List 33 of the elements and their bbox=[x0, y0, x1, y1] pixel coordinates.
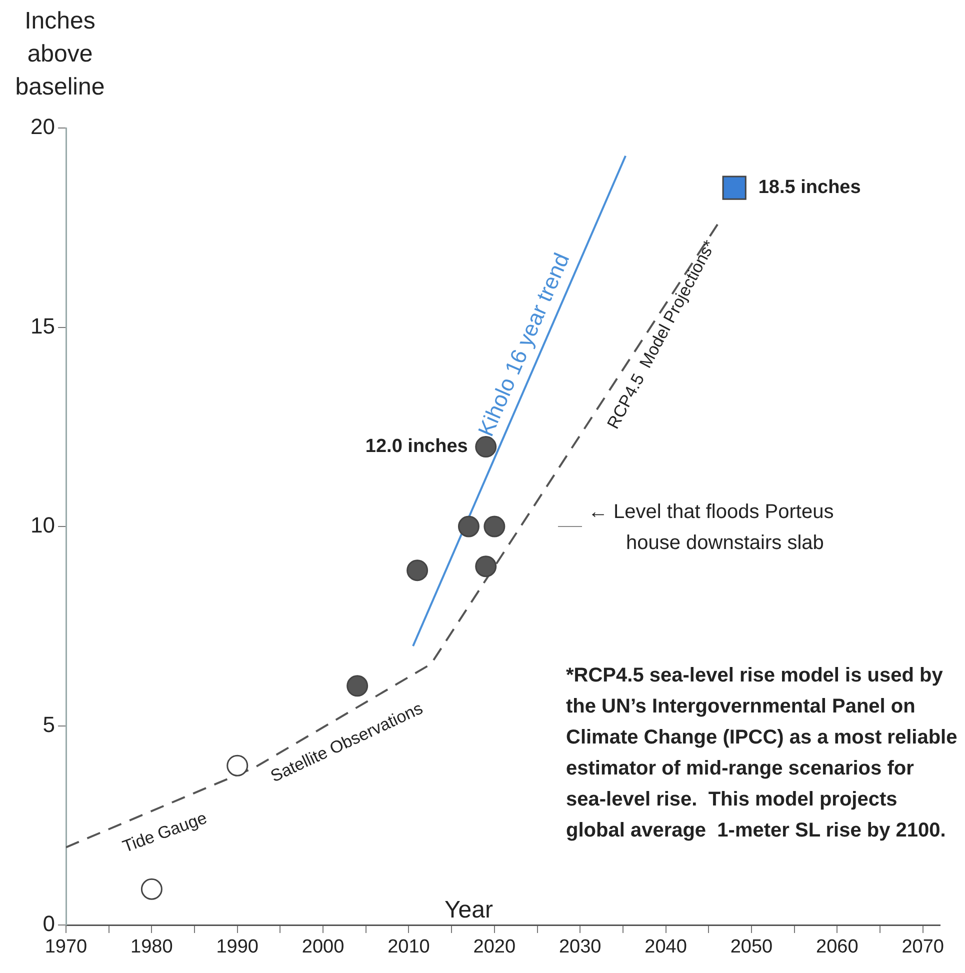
x-tick-label: 2040 bbox=[644, 936, 687, 958]
data-label: 18.5 inches bbox=[758, 177, 861, 198]
point bbox=[475, 436, 497, 458]
x-tick-label: 2050 bbox=[730, 936, 773, 958]
x-tick-label: 2070 bbox=[902, 936, 944, 958]
point bbox=[722, 176, 746, 200]
annotation: *RCP4.5 sea-level rise model is used by the UN’s Intergovernmental Panel on Climate Change (IPCC) as a most reliable estimator of mid-range scenarios for sea-level rise. This model projects global average 1-meter SL rise by 2100. bbox=[566, 664, 958, 842]
point bbox=[475, 556, 497, 578]
x-tick-label: 1990 bbox=[216, 936, 259, 958]
x-tick-label: 1980 bbox=[130, 936, 173, 958]
point bbox=[458, 516, 480, 538]
x-axis-title: Year bbox=[444, 896, 493, 924]
annotation: Tide Gauge bbox=[120, 808, 210, 856]
x-tick-label: 2030 bbox=[558, 936, 602, 958]
point bbox=[346, 675, 368, 697]
x-tick-label: 2060 bbox=[816, 936, 858, 958]
data-label: 12.0 inches bbox=[365, 436, 468, 458]
x-tick-label: 2010 bbox=[388, 936, 430, 958]
point bbox=[484, 516, 506, 538]
text: Kiholo 16 year trend bbox=[472, 249, 574, 440]
point bbox=[226, 754, 248, 776]
x-tick-label: 1970 bbox=[44, 936, 88, 958]
y-tick-label: 10 bbox=[30, 512, 55, 538]
x-tick-label: 2000 bbox=[302, 936, 344, 958]
y-axis-title: Inches above baseline bbox=[15, 8, 105, 101]
x-tick-label: 2020 bbox=[473, 936, 516, 958]
ref-line-label: ← Level that floods Porteus house downstairs slab bbox=[588, 501, 834, 554]
y-tick-label: 15 bbox=[30, 313, 55, 338]
y-tick-label: 5 bbox=[42, 712, 55, 737]
y-tick-label: 0 bbox=[42, 911, 55, 936]
y-tick-label: 20 bbox=[30, 114, 55, 140]
point bbox=[140, 878, 162, 900]
point bbox=[406, 560, 428, 582]
